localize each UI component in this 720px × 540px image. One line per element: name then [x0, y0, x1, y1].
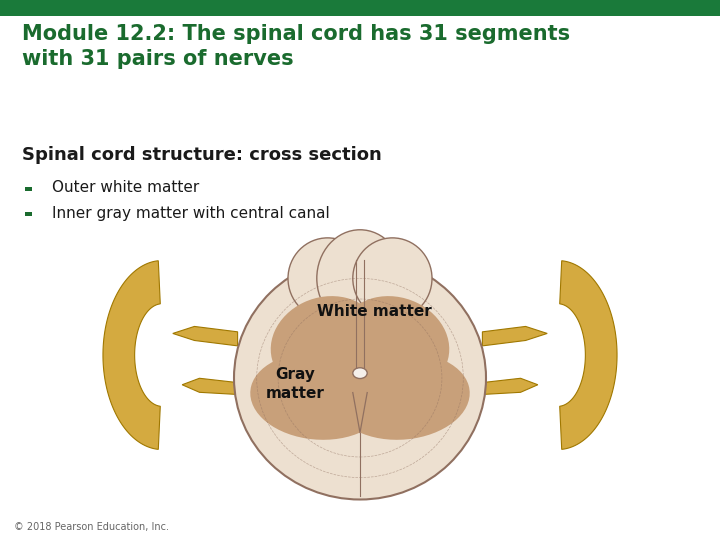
Ellipse shape [316, 328, 404, 416]
Polygon shape [103, 261, 161, 449]
Text: Module 12.2: The spinal cord has 31 segments
with 31 pairs of nerves: Module 12.2: The spinal cord has 31 segm… [22, 24, 570, 69]
Bar [0, 0, 720, 16]
Bar [25, 187, 32, 191]
Text: © 2018 Pearson Education, Inc.: © 2018 Pearson Education, Inc. [14, 522, 169, 532]
Ellipse shape [339, 296, 449, 392]
Circle shape [353, 368, 367, 379]
Bar [25, 212, 32, 216]
Text: White matter: White matter [317, 303, 432, 319]
Ellipse shape [234, 256, 486, 500]
Polygon shape [482, 326, 547, 346]
Polygon shape [182, 378, 238, 394]
Ellipse shape [353, 238, 432, 319]
Text: Outer white matter: Outer white matter [52, 180, 199, 195]
Ellipse shape [333, 353, 469, 440]
Polygon shape [482, 378, 538, 394]
Ellipse shape [271, 296, 381, 392]
Text: Spinal cord structure: cross section: Spinal cord structure: cross section [22, 146, 382, 164]
Polygon shape [559, 261, 617, 449]
Ellipse shape [317, 230, 403, 327]
Text: Gray
matter: Gray matter [266, 367, 325, 401]
Ellipse shape [288, 238, 367, 319]
Polygon shape [173, 326, 238, 346]
Text: Inner gray matter with central canal: Inner gray matter with central canal [52, 206, 330, 221]
Ellipse shape [251, 353, 387, 440]
